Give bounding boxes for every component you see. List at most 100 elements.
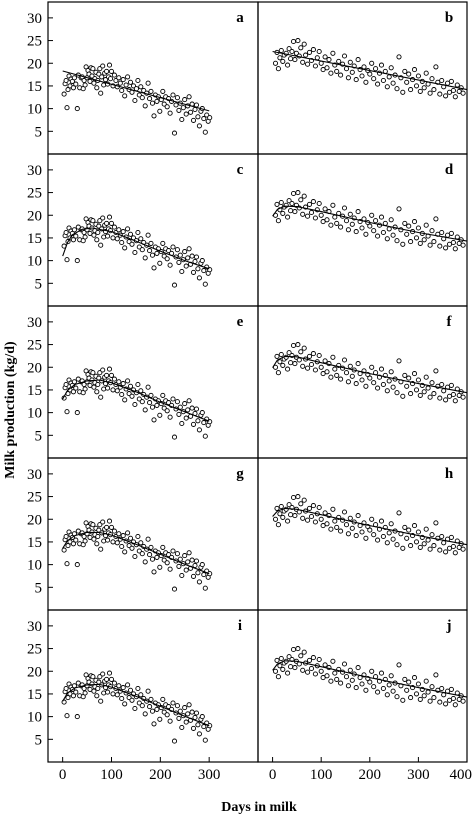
y-tick-label-c-10: 10	[27, 254, 42, 270]
data-point-b-67	[394, 86, 400, 92]
data-point-c-110	[202, 281, 208, 287]
data-point-j-28	[318, 668, 324, 674]
data-point-a-62	[132, 97, 138, 104]
data-point-c-62	[132, 249, 138, 256]
data-point-j-63	[386, 682, 392, 688]
data-point-g-91	[174, 551, 180, 557]
data-point-g-105	[195, 570, 201, 576]
data-point-c-109	[201, 268, 207, 274]
data-point-e-44	[106, 366, 113, 372]
fitted-curve-e	[62, 379, 210, 422]
data-point-i-46	[108, 676, 115, 682]
data-point-h-95	[448, 534, 454, 540]
data-point-b-40	[341, 53, 348, 59]
y-tick-label-e-20: 20	[27, 360, 42, 376]
data-point-f-91	[441, 388, 447, 394]
data-point-a-72	[147, 96, 153, 102]
data-point-f-72	[404, 383, 410, 389]
data-point-e-108	[199, 410, 205, 416]
data-point-c-85	[166, 248, 172, 254]
data-point-a-65	[136, 92, 142, 98]
data-point-h-76	[411, 523, 418, 529]
data-point-h-8	[285, 518, 291, 524]
data-point-b-11	[289, 48, 295, 55]
data-point-c-94	[179, 268, 185, 275]
data-point-d-64	[388, 217, 394, 223]
x-tick-label-j-0: 0	[269, 767, 277, 783]
data-point-h-47	[355, 513, 361, 519]
data-point-f-19	[301, 345, 307, 351]
y-tick-label-a-30: 30	[27, 11, 42, 27]
data-point-j-70	[400, 697, 406, 703]
data-point-c-74	[149, 252, 156, 258]
data-point-a-106	[196, 123, 202, 129]
data-point-i-4	[65, 695, 71, 701]
data-point-f-23	[308, 361, 315, 368]
data-point-d-35	[332, 214, 338, 220]
data-point-f-4	[278, 351, 284, 358]
data-point-i-97	[183, 719, 189, 725]
data-point-e-12	[74, 410, 80, 416]
data-point-a-82	[161, 101, 167, 107]
data-point-i-82	[161, 709, 167, 715]
data-point-j-34	[330, 658, 336, 664]
data-point-j-59	[378, 670, 385, 676]
data-point-c-42	[105, 233, 111, 239]
data-point-h-1	[274, 505, 280, 511]
data-point-c-47	[110, 235, 116, 241]
data-point-f-78	[415, 377, 421, 383]
data-point-c-97	[183, 263, 189, 269]
data-point-d-72	[404, 231, 410, 237]
data-point-g-89	[171, 586, 178, 592]
data-point-i-48	[111, 680, 117, 686]
data-point-h-54	[369, 516, 375, 522]
data-point-f-67	[394, 390, 400, 396]
data-point-f-5	[280, 362, 286, 368]
data-point-d-92	[443, 245, 449, 251]
data-point-i-103	[192, 714, 198, 721]
data-point-f-87	[433, 368, 439, 374]
data-point-j-87	[433, 672, 439, 678]
data-point-a-91	[174, 95, 180, 101]
data-point-g-73	[148, 544, 154, 550]
data-point-j-78	[415, 681, 421, 687]
data-point-a-2	[63, 77, 69, 84]
data-point-a-74	[149, 100, 156, 106]
data-point-j-43	[347, 667, 353, 673]
data-point-a-54	[120, 77, 126, 83]
data-point-g-81	[160, 544, 166, 550]
data-point-a-12	[74, 106, 80, 112]
data-point-a-96	[182, 97, 188, 103]
data-point-j-8	[285, 670, 291, 676]
y-tick-label-c-20: 20	[27, 208, 42, 224]
data-point-j-15	[295, 646, 301, 652]
data-point-f-1	[274, 353, 280, 359]
data-point-b-63	[386, 74, 392, 80]
data-point-i-75	[151, 721, 157, 727]
data-point-a-44	[106, 62, 113, 68]
y-tick-label-i-15: 15	[27, 687, 42, 703]
data-point-d-60	[380, 229, 386, 236]
data-point-g-104	[193, 558, 200, 564]
data-point-b-85	[429, 76, 435, 82]
data-point-f-7	[283, 354, 289, 360]
data-point-e-59	[127, 383, 134, 389]
data-point-g-74	[149, 556, 156, 562]
y-tick-label-i-30: 30	[27, 619, 42, 635]
data-point-i-53	[119, 695, 125, 702]
data-point-j-73	[406, 679, 412, 685]
data-point-j-84	[427, 698, 433, 704]
data-point-c-28	[91, 232, 97, 238]
data-point-a-89	[171, 130, 178, 136]
data-point-j-83	[425, 689, 431, 695]
data-point-j-65	[390, 688, 396, 694]
data-point-a-110	[202, 129, 208, 135]
data-point-j-53	[367, 679, 373, 685]
data-point-b-55	[371, 76, 377, 82]
data-point-d-21	[305, 213, 311, 219]
data-point-d-98	[454, 234, 460, 240]
data-point-e-89	[171, 434, 178, 440]
panel-label-c: c	[237, 162, 244, 178]
data-point-g-11	[73, 537, 79, 543]
data-point-c-84	[164, 256, 170, 262]
